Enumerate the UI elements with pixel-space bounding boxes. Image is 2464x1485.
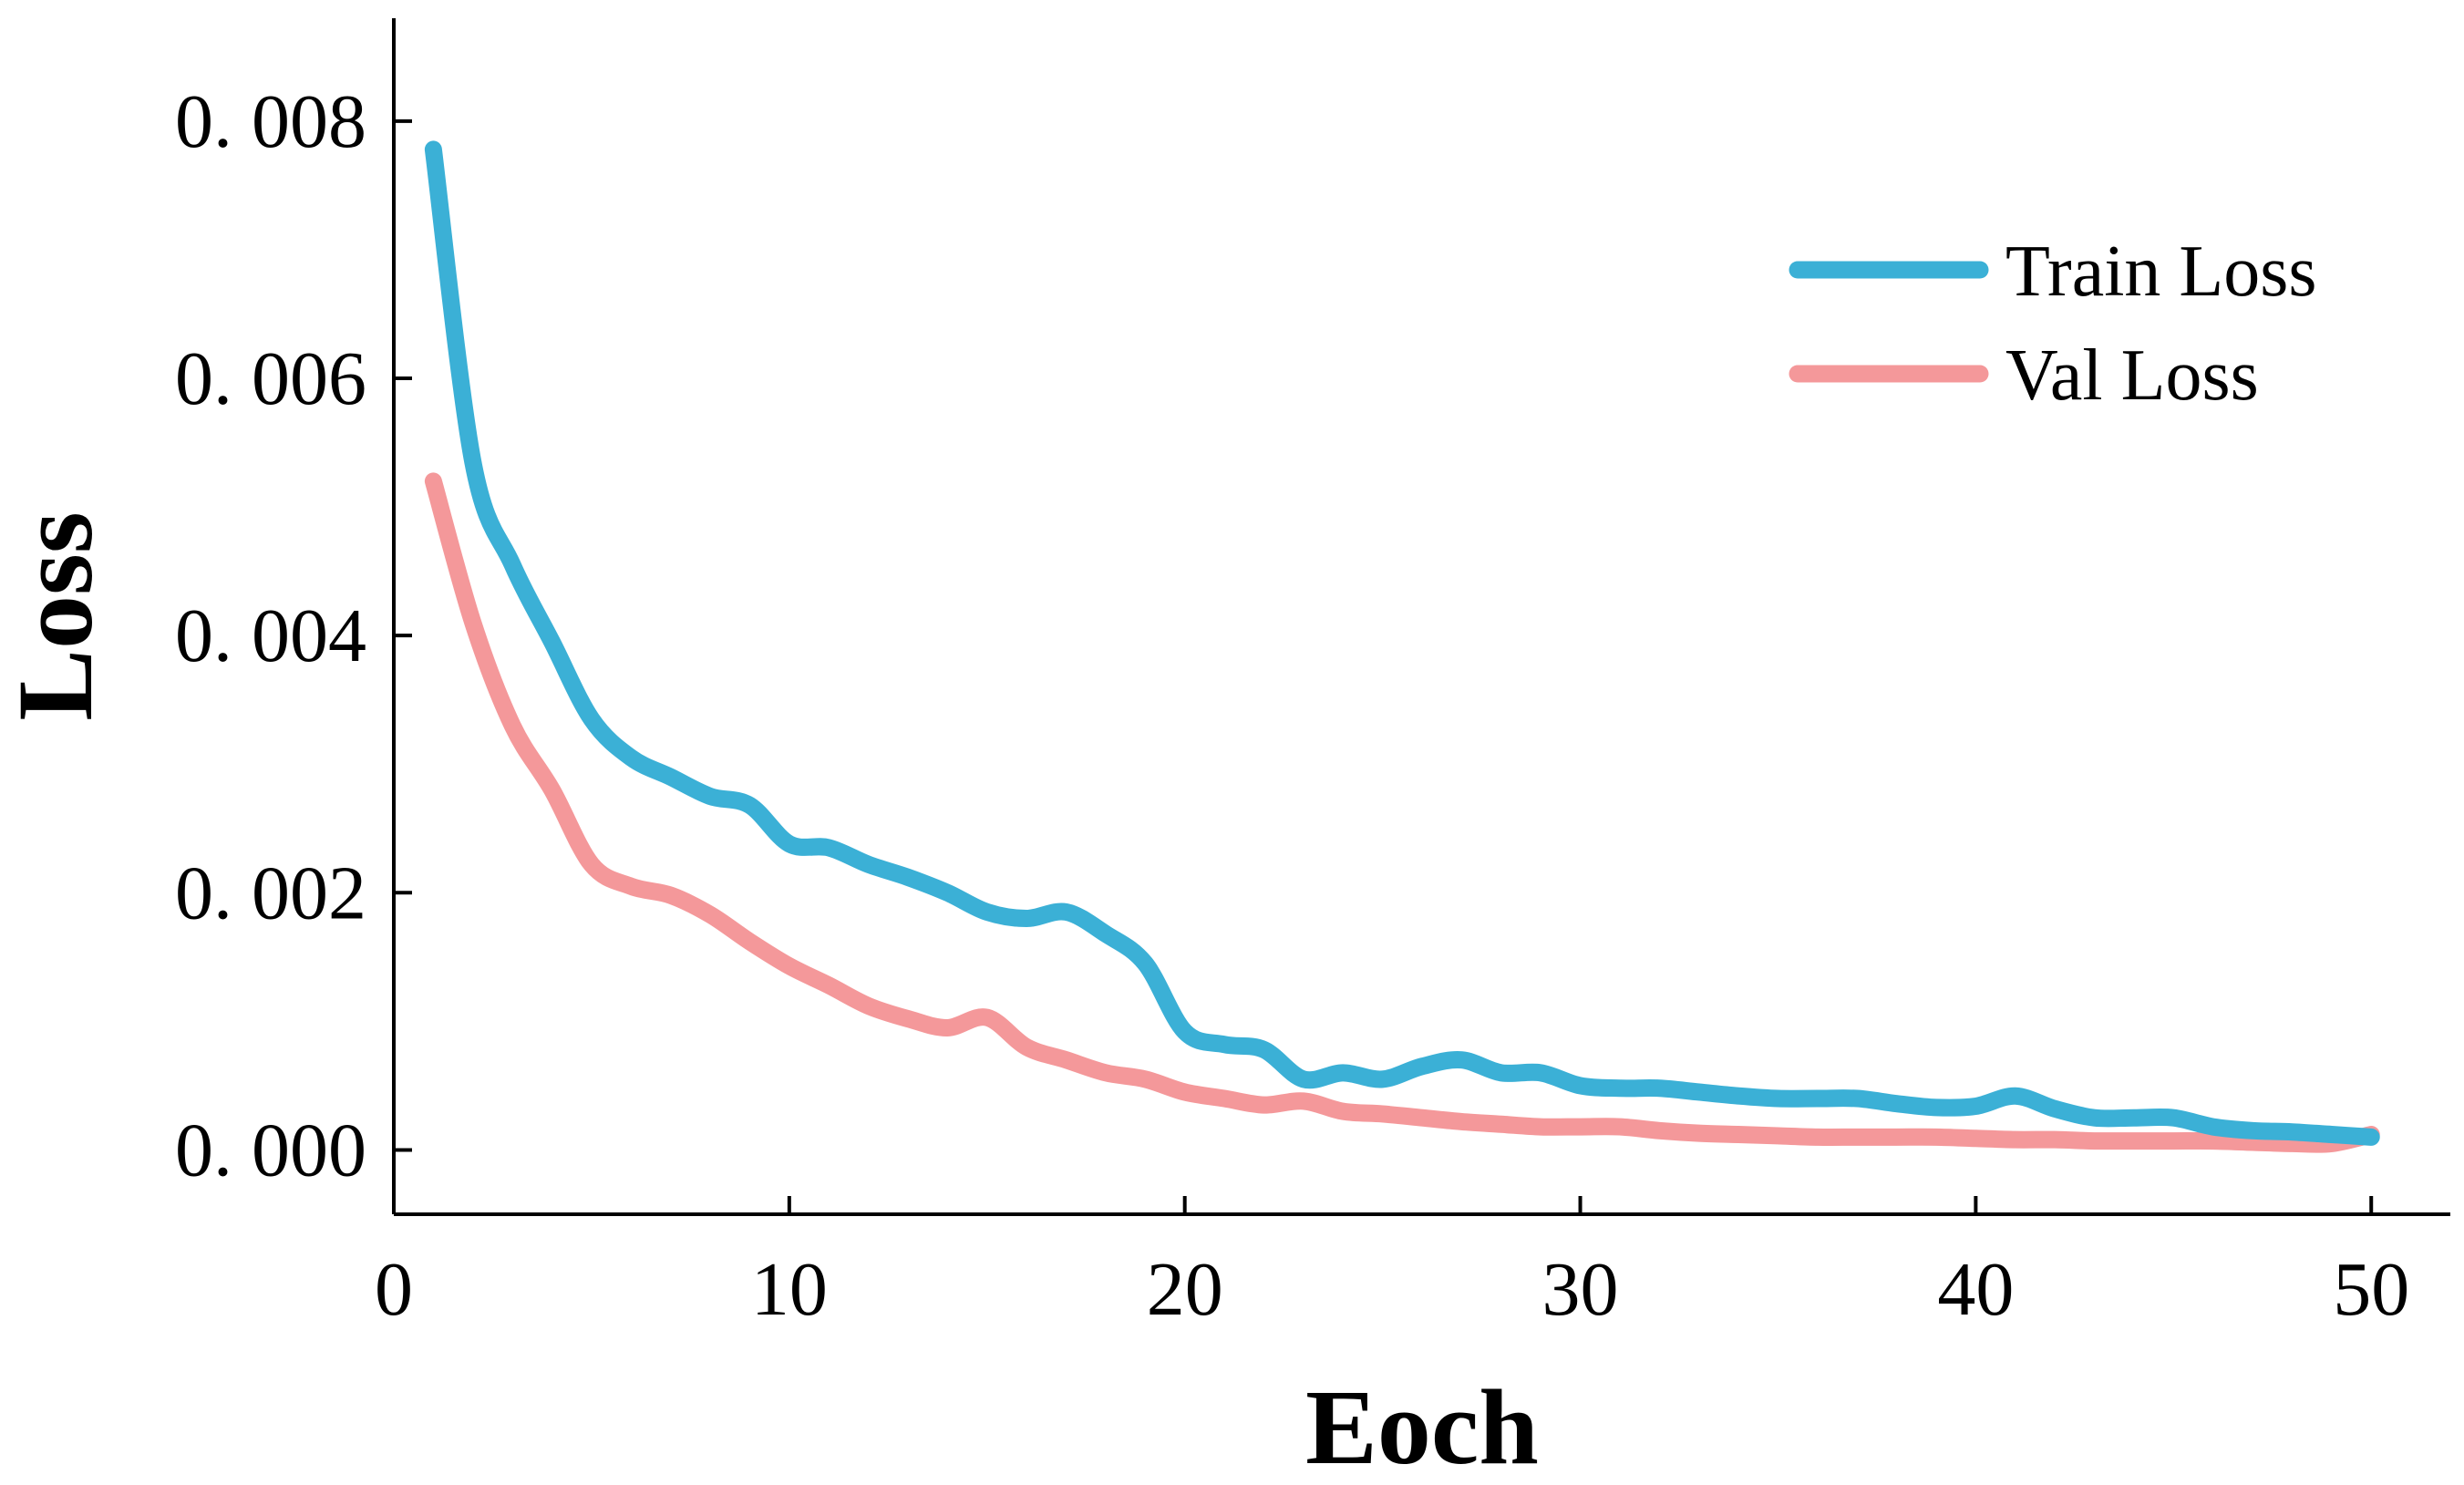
x-tick-label: 40	[1937, 1247, 2014, 1332]
y-tick-label: 0. 008	[175, 79, 366, 164]
x-tick-label: 30	[1542, 1247, 1619, 1332]
y-ticks: 0. 000 0. 002 0. 004 0. 006 0. 008	[175, 79, 412, 1192]
legend: Train Loss Val Loss	[1789, 232, 2317, 416]
x-ticks: 0 10 20 30 40 50	[375, 1196, 2409, 1332]
series-line-val-loss	[424, 472, 2380, 1153]
y-tick-label: 0. 004	[175, 593, 366, 678]
legend-label: Train Loss	[2005, 232, 2317, 312]
y-axis-title: Loss	[0, 511, 115, 721]
plot-series	[424, 140, 2380, 1153]
y-tick-label: 0. 002	[175, 851, 366, 935]
axes	[392, 18, 2450, 1216]
series-line-train-loss	[424, 140, 2380, 1146]
legend-label: Val Loss	[2005, 335, 2259, 416]
x-tick-label: 20	[1147, 1247, 1223, 1332]
x-tick-label: 50	[2333, 1247, 2409, 1332]
x-tick-label: 10	[751, 1247, 828, 1332]
x-tick-label: 0	[375, 1247, 413, 1332]
x-axis-title: Eoch	[1305, 1367, 1539, 1480]
y-tick-label: 0. 006	[175, 336, 366, 421]
y-tick-label: 0. 000	[175, 1108, 366, 1192]
